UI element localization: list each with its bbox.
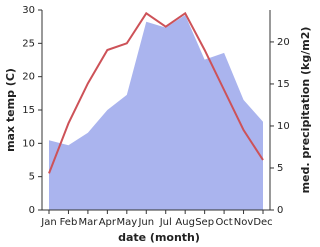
y-axis-label: max temp (C) <box>4 68 17 152</box>
y2-tick-label: 10 <box>277 121 290 132</box>
y-tick-label: 5 <box>29 172 35 183</box>
y2-axis-label: med. precipitation (kg/m2) <box>299 27 312 194</box>
y-tick-label: 0 <box>29 205 35 216</box>
x-tick-label: Apr <box>99 217 117 228</box>
plot-area <box>48 11 264 210</box>
x-axis-label: date (month) <box>118 231 200 244</box>
y-tick-label: 30 <box>22 5 35 16</box>
x-tick-label: May <box>116 217 137 228</box>
x-tick-label: Sep <box>195 217 214 228</box>
x-tick-label: Jul <box>159 217 172 228</box>
y-tick-label: 10 <box>22 138 35 149</box>
y-tick-label: 25 <box>22 38 35 49</box>
precipitation-area <box>49 15 263 210</box>
x-tick-label: Oct <box>215 217 232 228</box>
x-tick-label: Aug <box>175 217 195 228</box>
y2-tick-label: 15 <box>277 79 290 90</box>
x-tick-label: Feb <box>60 217 78 228</box>
x-tick-label: Dec <box>253 217 272 228</box>
y2-tick-label: 0 <box>277 205 283 216</box>
y2-tick-label: 20 <box>277 37 290 48</box>
temp-line <box>48 11 264 174</box>
y-tick-label: 20 <box>22 72 35 83</box>
x-tick-label: Mar <box>78 217 98 228</box>
x-tick-label: Jan <box>40 217 56 228</box>
y-tick-label: 15 <box>22 105 35 116</box>
y2-tick-label: 5 <box>277 163 283 174</box>
x-tick-label: Jun <box>137 217 154 228</box>
x-tick-label: Nov <box>234 217 254 228</box>
